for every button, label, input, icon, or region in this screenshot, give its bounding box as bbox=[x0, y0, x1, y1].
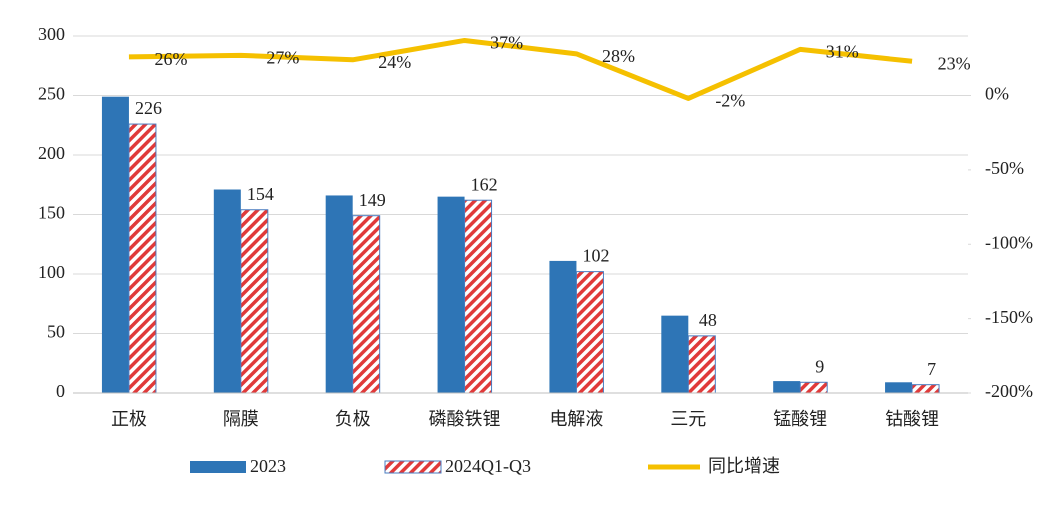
y2-tick-label: -150% bbox=[985, 307, 1033, 327]
y-tick-label: 0 bbox=[56, 381, 65, 401]
y2-tick-label: -100% bbox=[985, 232, 1033, 252]
line-value-label: -2% bbox=[715, 91, 745, 111]
bar bbox=[128, 123, 157, 394]
bar bbox=[437, 196, 465, 393]
bar bbox=[911, 384, 940, 394]
x-tick-label: 三元 bbox=[670, 409, 706, 429]
bar bbox=[325, 195, 353, 393]
bar bbox=[213, 189, 241, 393]
y2-tick-label: -200% bbox=[985, 381, 1033, 401]
y-tick-label: 50 bbox=[47, 322, 65, 342]
bar bbox=[885, 382, 913, 393]
bar-value-label: 162 bbox=[471, 174, 498, 194]
bar-value-label: 48 bbox=[699, 310, 717, 330]
y2-tick-label: 0% bbox=[985, 84, 1009, 104]
legend-label: 2024Q1-Q3 bbox=[445, 456, 531, 476]
x-tick-label: 隔膜 bbox=[223, 409, 259, 429]
x-tick-label: 正极 bbox=[111, 409, 147, 429]
legend-swatch bbox=[190, 461, 246, 473]
bar-value-label: 9 bbox=[815, 356, 824, 376]
bar-value-label: 226 bbox=[135, 98, 162, 118]
bar bbox=[661, 315, 689, 393]
x-tick-label: 钴酸锂 bbox=[885, 409, 939, 429]
x-tick-label: 电解液 bbox=[549, 409, 603, 429]
legend-label: 同比增速 bbox=[708, 456, 780, 476]
x-tick-label: 负极 bbox=[335, 409, 371, 429]
line-series bbox=[128, 37, 913, 101]
line-value-label: 28% bbox=[602, 46, 635, 66]
bar-value-label: 149 bbox=[359, 190, 386, 210]
y-tick-label: 250 bbox=[38, 84, 65, 104]
y-tick-label: 300 bbox=[38, 24, 65, 44]
bar bbox=[773, 381, 801, 393]
y-tick-label: 150 bbox=[38, 203, 65, 223]
y2-tick-label: -50% bbox=[985, 158, 1024, 178]
x-tick-label: 磷酸铁锂 bbox=[429, 409, 501, 429]
line-value-label: 27% bbox=[266, 47, 299, 67]
bar-value-label: 102 bbox=[582, 246, 609, 266]
legend-label: 2023 bbox=[250, 456, 286, 476]
line-value-label: 31% bbox=[826, 42, 859, 62]
line-value-label: 26% bbox=[154, 49, 187, 69]
bar-value-label: 7 bbox=[927, 359, 936, 379]
bar bbox=[549, 260, 577, 393]
x-tick-label: 锰酸锂 bbox=[773, 409, 827, 429]
line-value-label: 24% bbox=[378, 52, 411, 72]
legend-swatch bbox=[384, 460, 442, 474]
line-value-label: 37% bbox=[490, 33, 523, 53]
bar bbox=[464, 199, 493, 394]
bar bbox=[575, 271, 604, 394]
y-tick-label: 100 bbox=[38, 262, 65, 282]
bar bbox=[352, 215, 381, 394]
bar-value-label: 154 bbox=[247, 184, 274, 204]
line-value-label: 23% bbox=[938, 53, 971, 73]
bar bbox=[240, 209, 269, 394]
bar bbox=[799, 381, 828, 394]
bar bbox=[101, 96, 129, 393]
bar bbox=[687, 335, 716, 394]
y-tick-label: 200 bbox=[38, 143, 65, 163]
